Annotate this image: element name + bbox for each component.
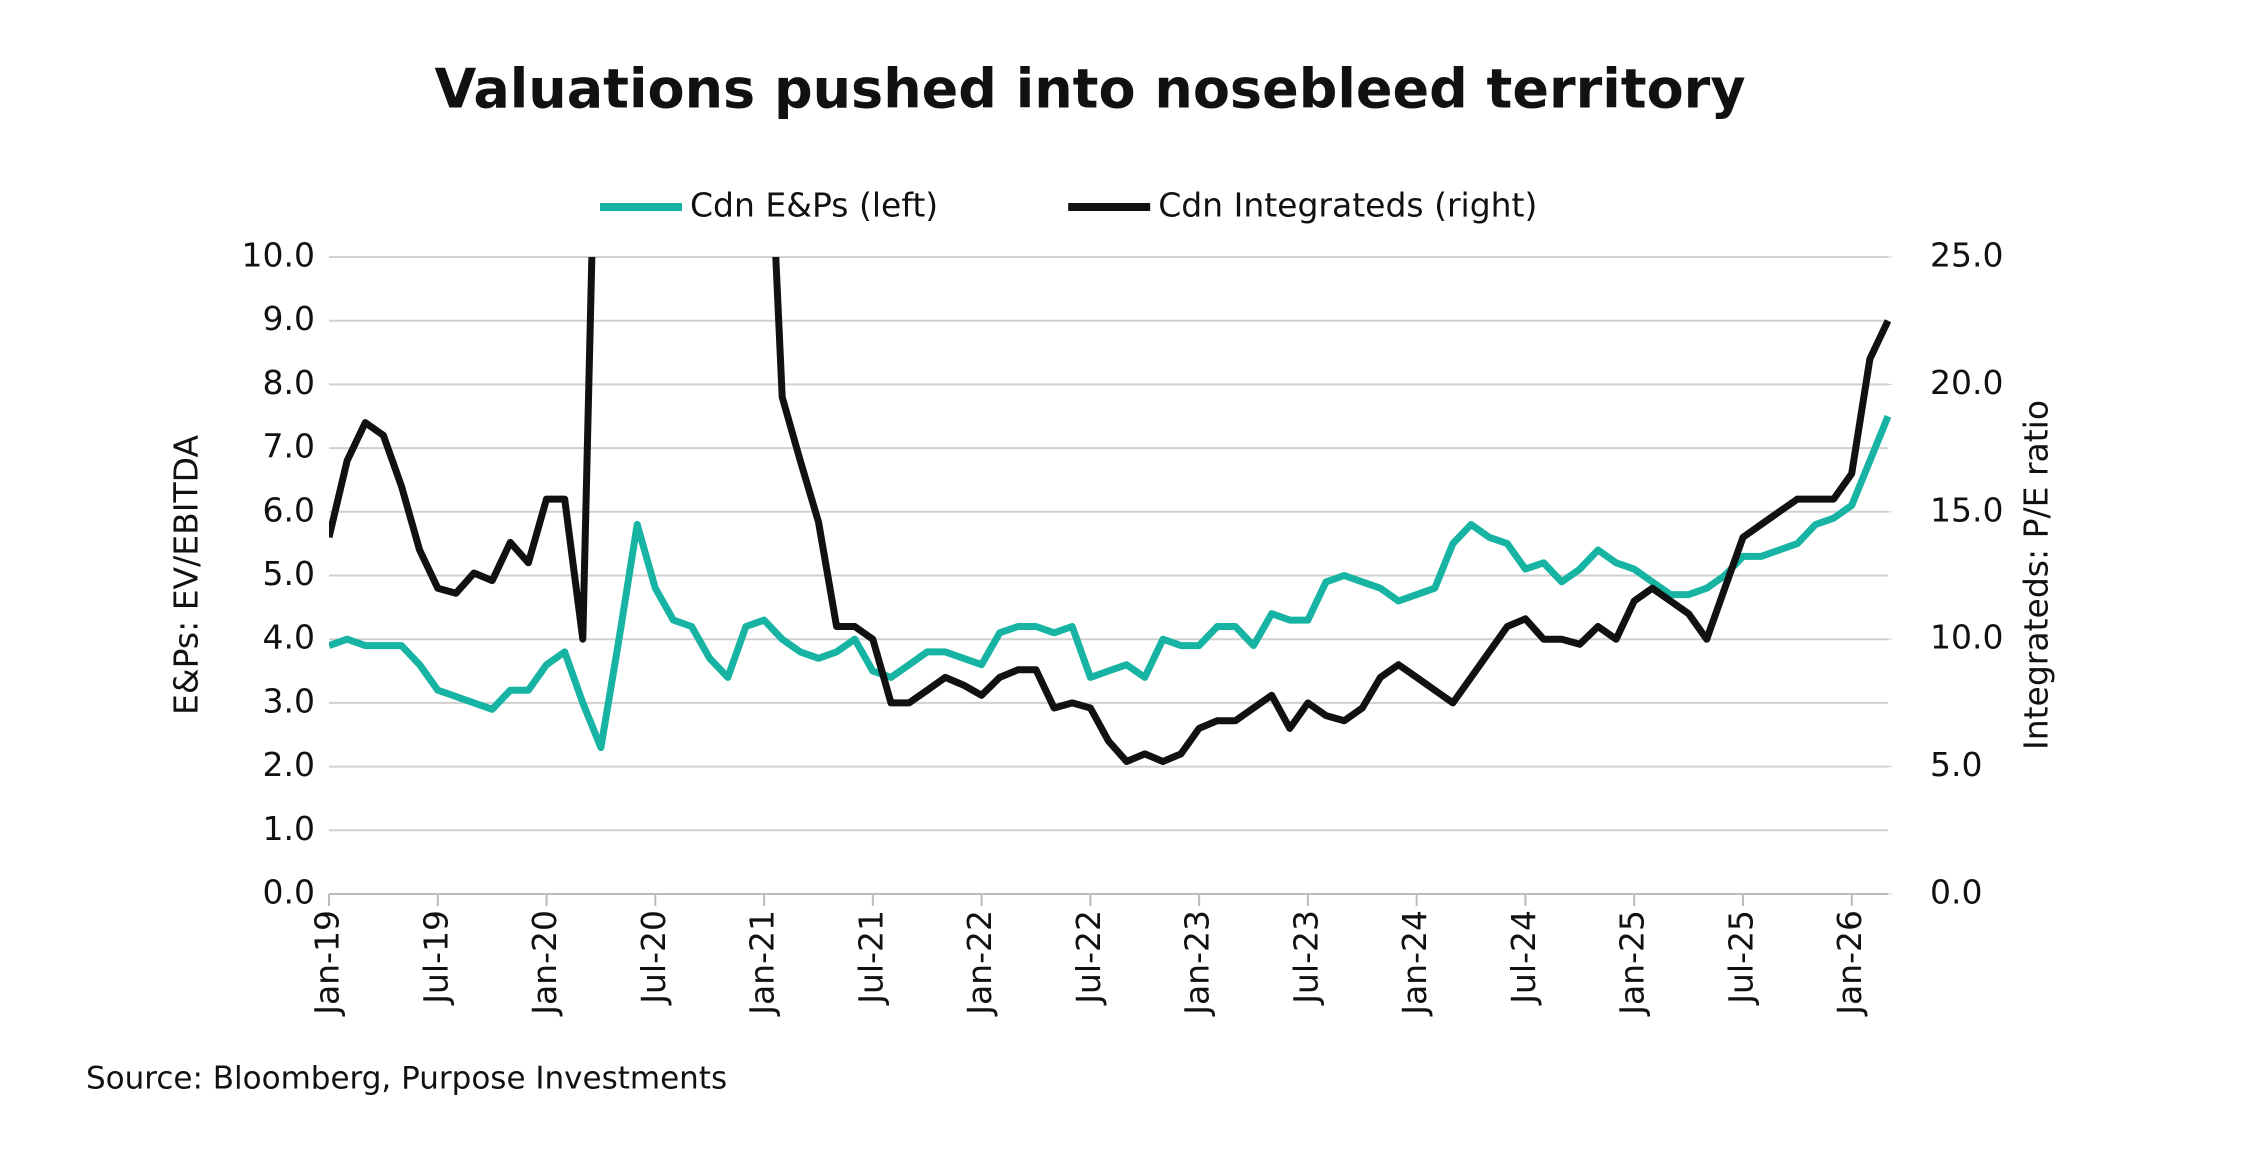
legend-label: Cdn Integrateds (right) (1158, 186, 1537, 225)
y-tick-label: 9.0 (263, 299, 315, 338)
y-tick-label: 6.0 (263, 490, 315, 529)
x-tick-label: Jul-21 (851, 910, 890, 1006)
y2-tick-label: 10.0 (1930, 618, 2003, 657)
x-tick-label: Jan-21 (743, 910, 782, 1017)
x-tick-label: Jul-23 (1286, 910, 1325, 1006)
y2-tick-label: 5.0 (1930, 745, 1982, 784)
x-tick-label: Jul-24 (1504, 910, 1543, 1006)
x-tick-label: Jan-24 (1395, 910, 1434, 1017)
x-tick-label: Jul-19 (416, 910, 455, 1006)
y2-axis-title: Integrateds: P/E ratio (2017, 400, 2056, 750)
x-tick-label: Jan-22 (960, 910, 999, 1017)
y-tick-label: 7.0 (263, 427, 315, 466)
y-tick-label: 1.0 (263, 809, 315, 848)
x-tick-label: Jan-26 (1830, 910, 1869, 1017)
y-tick-label: 3.0 (263, 681, 315, 720)
series-line (329, 257, 1891, 765)
x-tick-label: Jul-25 (1721, 910, 1760, 1006)
x-tick-label: Jul-20 (634, 910, 673, 1006)
plot-area (329, 257, 1891, 765)
y-tick-label: 0.0 (263, 873, 315, 912)
x-tick-label: Jan-20 (525, 910, 564, 1017)
y-tick-label: 2.0 (263, 745, 315, 784)
x-tick-label: Jan-19 (308, 910, 347, 1017)
x-tick-label: Jan-25 (1613, 910, 1652, 1017)
source-note: Source: Bloomberg, Purpose Investments (86, 1061, 727, 1097)
y-tick-label: 5.0 (263, 554, 315, 593)
chart-title: Valuations pushed into nosebleed territo… (434, 58, 1745, 121)
y2-tick-label: 15.0 (1930, 490, 2003, 529)
y-tick-label: 4.0 (263, 618, 315, 657)
y2-tick-label: 25.0 (1930, 236, 2003, 275)
y2-tick-label: 0.0 (1930, 873, 1982, 912)
y-axis-title: E&Ps: EV/EBITDA (167, 435, 206, 715)
x-tick-label: Jan-23 (1178, 910, 1217, 1017)
y-tick-label: 10.0 (242, 236, 315, 275)
series-line (329, 414, 1891, 751)
y2-tick-label: 20.0 (1930, 363, 2003, 402)
x-tick-label: Jul-22 (1069, 910, 1108, 1006)
y-tick-label: 8.0 (263, 363, 315, 402)
legend-label: Cdn E&Ps (left) (690, 186, 938, 225)
